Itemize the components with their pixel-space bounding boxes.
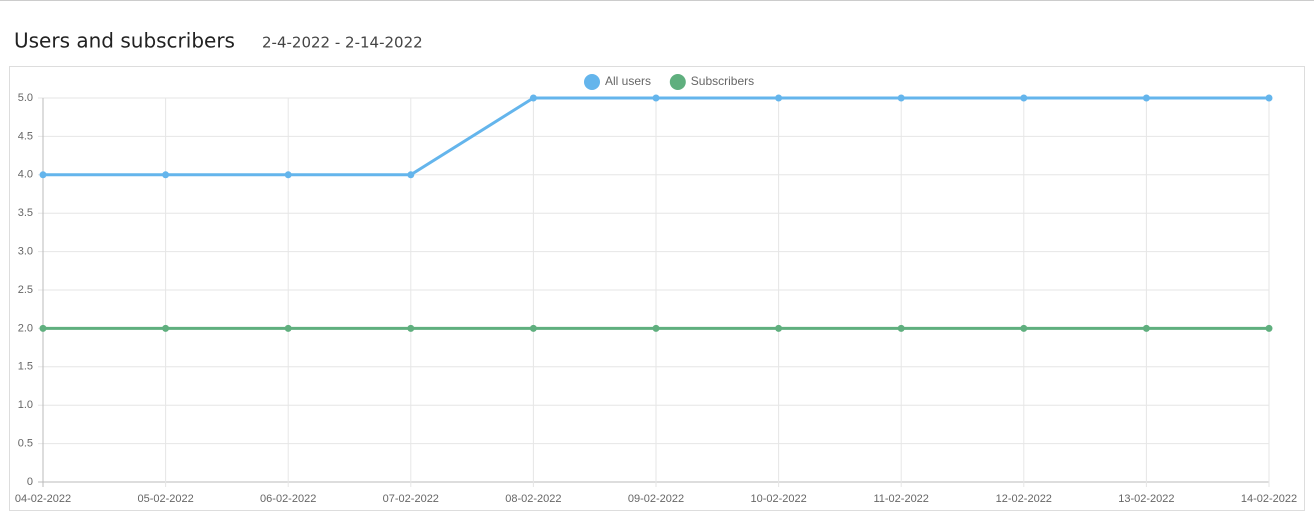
x-tick-label: 10-02-2022: [750, 493, 806, 505]
legend-marker: [669, 74, 686, 90]
data-point: [162, 171, 170, 179]
data-point: [652, 94, 660, 102]
x-tick-label: 04-02-2022: [15, 493, 71, 505]
y-tick-label: 4.0: [18, 169, 33, 181]
data-point: [529, 324, 537, 332]
x-tick-label: 08-02-2022: [505, 493, 561, 505]
y-tick-label: 2.0: [18, 322, 33, 334]
data-point: [1265, 324, 1273, 332]
y-tick-label: 1.0: [18, 399, 33, 411]
x-tick-label: 11-02-2022: [873, 493, 928, 505]
data-point: [39, 171, 47, 179]
x-tick-label: 07-02-2022: [383, 493, 439, 505]
data-point: [897, 94, 905, 102]
data-point: [284, 171, 292, 179]
y-tick-label: 4.5: [18, 130, 33, 142]
data-point: [1265, 94, 1273, 102]
y-tick-label: 0.5: [18, 438, 33, 450]
x-tick-label: 06-02-2022: [260, 493, 316, 505]
date-range: 2-4-2022 - 2-14-2022: [262, 34, 423, 52]
y-tick-label: 3.0: [18, 246, 33, 258]
chart-frame: [9, 66, 1305, 511]
data-point: [775, 94, 783, 102]
data-point: [1142, 94, 1150, 102]
data-point: [897, 324, 905, 332]
x-tick-label: 12-02-2022: [996, 493, 1052, 505]
data-point: [652, 324, 660, 332]
chart-title: Users and subscribers: [14, 29, 235, 53]
data-point: [407, 324, 415, 332]
y-tick-label: 3.5: [18, 207, 33, 219]
data-point: [39, 324, 47, 332]
x-tick-label: 14-02-2022: [1241, 493, 1297, 505]
legend-label: All users: [605, 74, 651, 88]
y-tick-label: 1.5: [18, 361, 33, 373]
legend-marker: [584, 74, 600, 90]
data-point: [1142, 324, 1150, 332]
data-point: [162, 324, 170, 332]
data-point: [775, 324, 783, 332]
y-tick-label: 2.5: [18, 284, 33, 296]
legend-label: Subscribers: [691, 74, 754, 88]
data-point: [1020, 324, 1028, 332]
x-tick-label: 13-02-2022: [1118, 493, 1174, 505]
data-point: [284, 324, 292, 332]
x-tick-label: 09-02-2022: [628, 493, 684, 505]
data-point: [529, 94, 537, 102]
data-point: [1020, 94, 1028, 102]
y-tick-label: 0: [27, 476, 33, 488]
data-point: [407, 171, 415, 179]
x-tick-label: 05-02-2022: [137, 493, 193, 505]
y-tick-label: 5.0: [18, 92, 33, 104]
